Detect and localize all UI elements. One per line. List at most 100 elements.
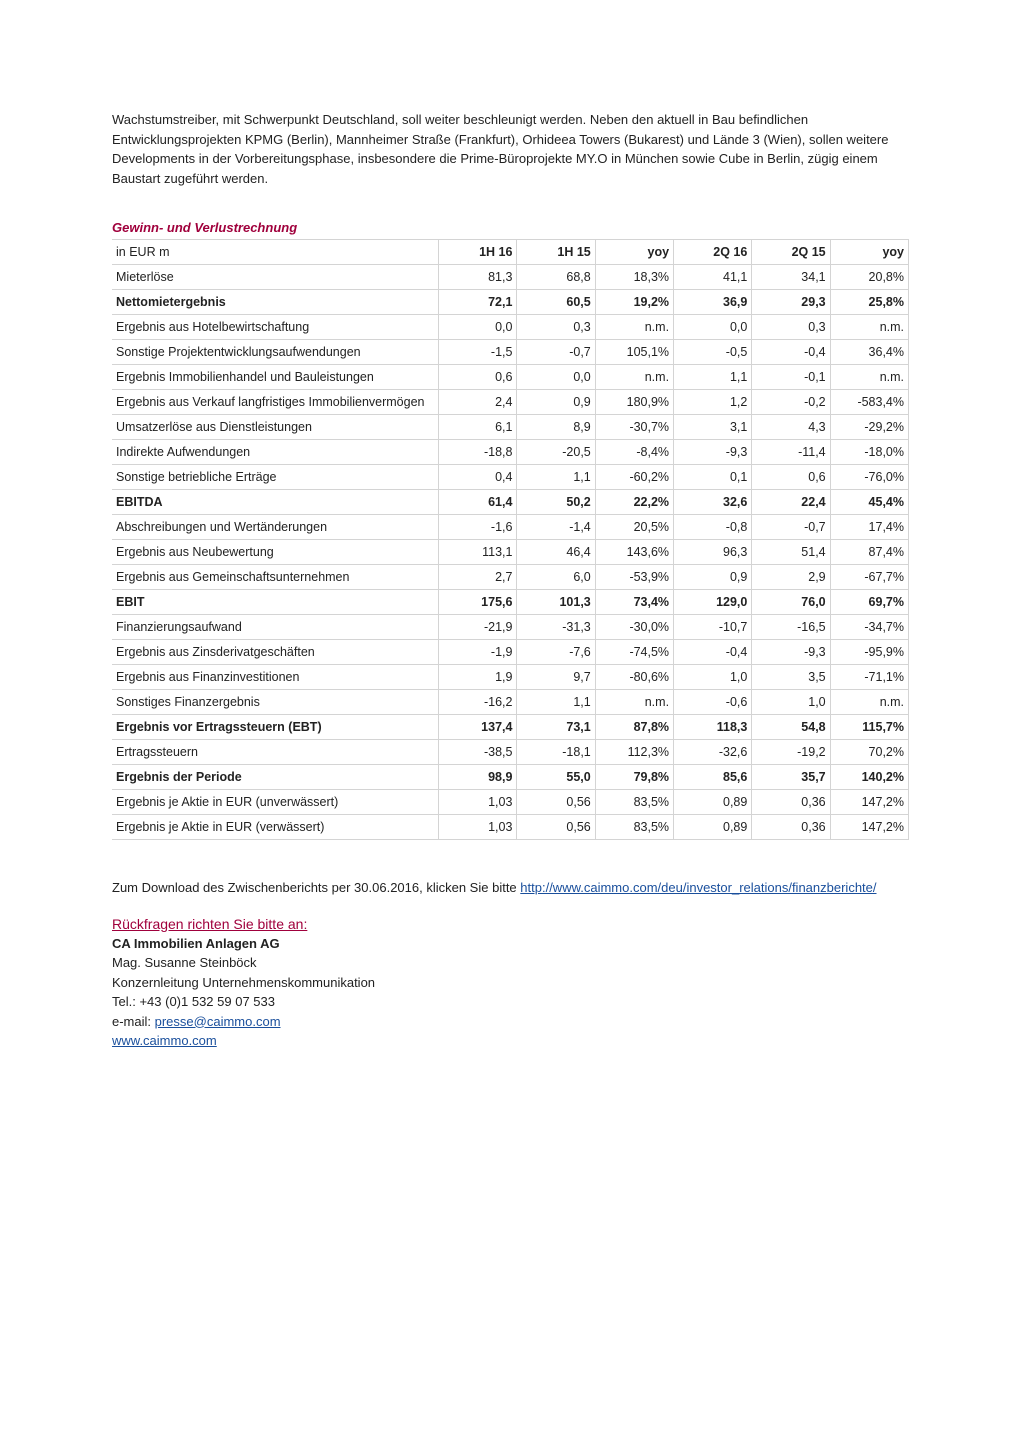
row-label: Mieterlöse: [112, 265, 439, 290]
cell-value: 87,8%: [595, 715, 673, 740]
row-label: Ertragssteuern: [112, 740, 439, 765]
table-row: Ergebnis der Periode98,955,079,8%85,635,…: [112, 765, 909, 790]
cell-value: 69,7%: [830, 590, 908, 615]
cell-value: 1,2: [674, 390, 752, 415]
cell-value: 8,9: [517, 415, 595, 440]
cell-value: -1,4: [517, 515, 595, 540]
cell-value: 98,9: [439, 765, 517, 790]
cell-value: 129,0: [674, 590, 752, 615]
cell-value: -30,7%: [595, 415, 673, 440]
row-label: Ergebnis der Periode: [112, 765, 439, 790]
cell-value: 1,0: [752, 690, 830, 715]
col-header: yoy: [830, 240, 908, 265]
cell-value: n.m.: [595, 690, 673, 715]
cell-value: 4,3: [752, 415, 830, 440]
table-row: Ergebnis aus Neubewertung113,146,4143,6%…: [112, 540, 909, 565]
cell-value: 3,1: [674, 415, 752, 440]
cell-value: 0,3: [752, 315, 830, 340]
cell-value: -32,6: [674, 740, 752, 765]
table-row: Indirekte Aufwendungen-18,8-20,5-8,4%-9,…: [112, 440, 909, 465]
cell-value: 0,4: [439, 465, 517, 490]
contact-email-link[interactable]: presse@caimmo.com: [155, 1014, 281, 1029]
cell-value: 3,5: [752, 665, 830, 690]
cell-value: 45,4%: [830, 490, 908, 515]
col-header: 2Q 15: [752, 240, 830, 265]
contact-block: CA Immobilien Anlagen AG Mag. Susanne St…: [112, 934, 909, 1051]
cell-value: 19,2%: [595, 290, 673, 315]
cell-value: 22,4: [752, 490, 830, 515]
row-label: Sonstige betriebliche Erträge: [112, 465, 439, 490]
table-row: Sonstige betriebliche Erträge0,41,1-60,2…: [112, 465, 909, 490]
cell-value: -1,5: [439, 340, 517, 365]
cell-value: -0,7: [517, 340, 595, 365]
cell-value: 76,0: [752, 590, 830, 615]
cell-value: 96,3: [674, 540, 752, 565]
cell-value: 0,3: [517, 315, 595, 340]
cell-value: 0,56: [517, 815, 595, 840]
table-row: Ergebnis aus Finanzinvestitionen1,99,7-8…: [112, 665, 909, 690]
cell-value: -30,0%: [595, 615, 673, 640]
cell-value: 1,1: [517, 465, 595, 490]
cell-value: -11,4: [752, 440, 830, 465]
table-row: Sonstige Projektentwicklungsaufwendungen…: [112, 340, 909, 365]
table-row: Ergebnis aus Gemeinschaftsunternehmen2,7…: [112, 565, 909, 590]
cell-value: 180,9%: [595, 390, 673, 415]
col-header: 1H 16: [439, 240, 517, 265]
cell-value: -29,2%: [830, 415, 908, 440]
row-label: Ergebnis Immobilienhandel und Bauleistun…: [112, 365, 439, 390]
cell-value: 22,2%: [595, 490, 673, 515]
cell-value: 17,4%: [830, 515, 908, 540]
cell-value: n.m.: [595, 315, 673, 340]
cell-value: 0,0: [517, 365, 595, 390]
cell-value: 0,36: [752, 790, 830, 815]
cell-value: 32,6: [674, 490, 752, 515]
download-text: Zum Download des Zwischenberichts per 30…: [112, 878, 909, 898]
cell-value: -18,8: [439, 440, 517, 465]
table-row: Ergebnis vor Ertragssteuern (EBT)137,473…: [112, 715, 909, 740]
cell-value: -0,7: [752, 515, 830, 540]
row-label: Ergebnis je Aktie in EUR (unverwässert): [112, 790, 439, 815]
cell-value: -16,2: [439, 690, 517, 715]
cell-value: 85,6: [674, 765, 752, 790]
download-link[interactable]: http://www.caimmo.com/deu/investor_relat…: [520, 880, 876, 895]
table-row: Nettomietergebnis72,160,519,2%36,929,325…: [112, 290, 909, 315]
cell-value: -583,4%: [830, 390, 908, 415]
cell-value: 1,03: [439, 790, 517, 815]
row-label: Ergebnis aus Finanzinvestitionen: [112, 665, 439, 690]
cell-value: 112,3%: [595, 740, 673, 765]
table-row: EBIT175,6101,373,4%129,076,069,7%: [112, 590, 909, 615]
row-label: Ergebnis aus Neubewertung: [112, 540, 439, 565]
cell-value: 83,5%: [595, 815, 673, 840]
cell-value: 41,1: [674, 265, 752, 290]
cell-value: 0,36: [752, 815, 830, 840]
row-label: Sonstige Projektentwicklungsaufwendungen: [112, 340, 439, 365]
contact-website-link[interactable]: www.caimmo.com: [112, 1033, 217, 1048]
row-label: Indirekte Aufwendungen: [112, 440, 439, 465]
cell-value: -8,4%: [595, 440, 673, 465]
cell-value: 1,9: [439, 665, 517, 690]
cell-value: 2,9: [752, 565, 830, 590]
cell-value: 36,9: [674, 290, 752, 315]
cell-value: -10,7: [674, 615, 752, 640]
cell-value: 0,6: [752, 465, 830, 490]
cell-value: -19,2: [752, 740, 830, 765]
cell-value: -16,5: [752, 615, 830, 640]
cell-value: 1,1: [517, 690, 595, 715]
cell-value: 70,2%: [830, 740, 908, 765]
cell-value: 0,0: [674, 315, 752, 340]
cell-value: -0,8: [674, 515, 752, 540]
row-label: EBITDA: [112, 490, 439, 515]
cell-value: 61,4: [439, 490, 517, 515]
cell-value: 0,6: [439, 365, 517, 390]
cell-value: 46,4: [517, 540, 595, 565]
cell-value: 20,5%: [595, 515, 673, 540]
contact-role: Konzernleitung Unternehmenskommunikation: [112, 973, 909, 993]
cell-value: 34,1: [752, 265, 830, 290]
table-row: EBITDA61,450,222,2%32,622,445,4%: [112, 490, 909, 515]
col-header: yoy: [595, 240, 673, 265]
cell-value: -34,7%: [830, 615, 908, 640]
cell-value: -1,9: [439, 640, 517, 665]
cell-value: 115,7%: [830, 715, 908, 740]
table-row: Ergebnis je Aktie in EUR (unverwässert)1…: [112, 790, 909, 815]
row-label: Ergebnis aus Verkauf langfristiges Immob…: [112, 390, 439, 415]
